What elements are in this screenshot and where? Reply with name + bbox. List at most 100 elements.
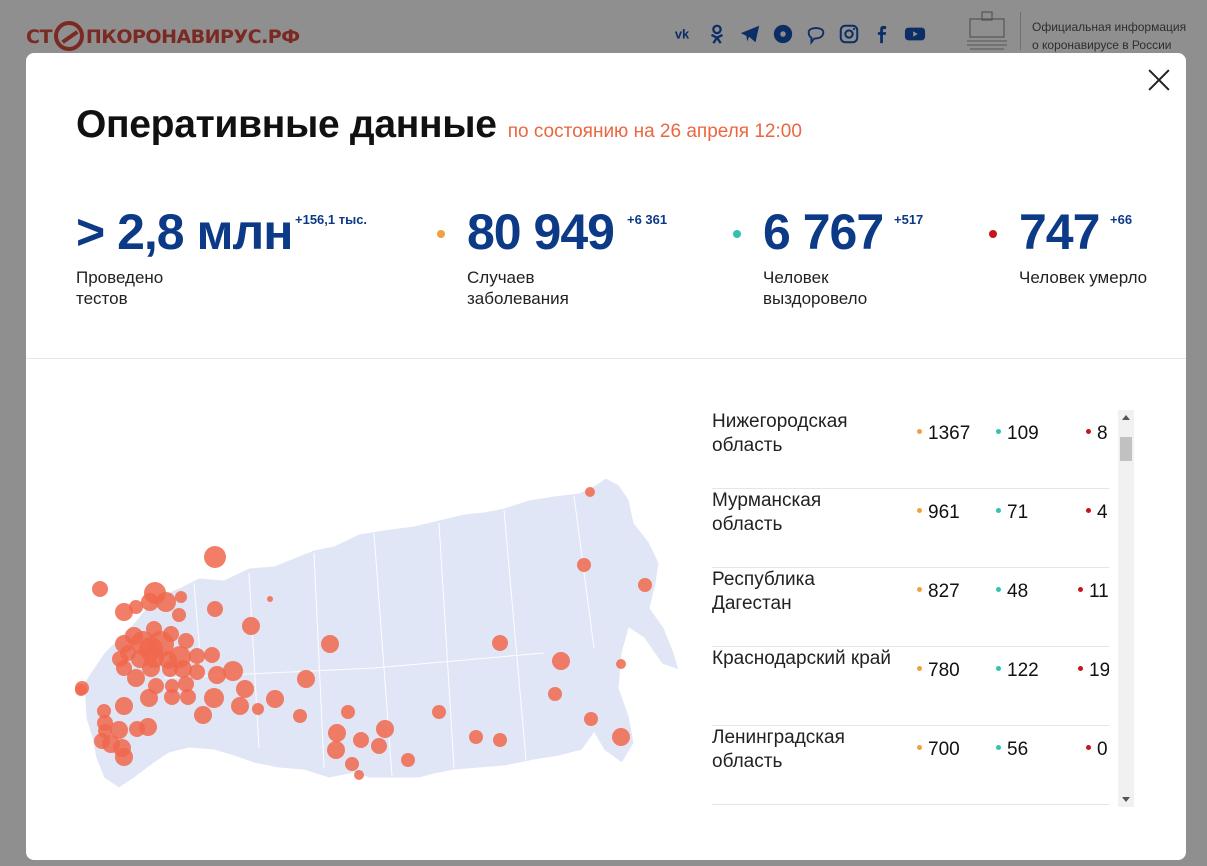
- viber-icon[interactable]: [804, 22, 828, 46]
- case-marker[interactable]: [492, 635, 508, 651]
- case-marker[interactable]: [141, 593, 159, 611]
- case-marker[interactable]: [75, 684, 87, 696]
- stat-deaths: 747 +66 Человек умерло: [989, 203, 1149, 288]
- region-row[interactable]: Республика Дагестан 827 48 11: [712, 568, 1109, 647]
- case-marker[interactable]: [493, 733, 507, 747]
- case-marker[interactable]: [242, 617, 260, 635]
- case-marker[interactable]: [327, 741, 345, 759]
- case-marker[interactable]: [432, 705, 446, 719]
- case-marker[interactable]: [345, 757, 359, 771]
- youtube-icon[interactable]: [903, 22, 927, 46]
- case-marker[interactable]: [110, 721, 128, 739]
- case-marker[interactable]: [180, 689, 196, 705]
- case-marker[interactable]: [204, 546, 226, 568]
- case-marker[interactable]: [585, 487, 595, 497]
- cases-dot-icon: [917, 508, 922, 514]
- logo-text-right: ПКОРОНАВИРУС.РФ: [85, 26, 300, 48]
- case-marker[interactable]: [552, 652, 570, 670]
- case-marker[interactable]: [207, 601, 223, 617]
- case-marker[interactable]: [140, 689, 158, 707]
- facebook-icon[interactable]: [870, 22, 894, 46]
- case-marker[interactable]: [293, 709, 307, 723]
- region-name: Республика Дагестан: [712, 569, 815, 614]
- case-marker[interactable]: [321, 635, 339, 653]
- case-marker[interactable]: [223, 661, 243, 681]
- case-marker[interactable]: [297, 670, 315, 688]
- case-marker[interactable]: [172, 608, 186, 622]
- yandex-zen-icon[interactable]: [771, 22, 795, 46]
- region-recovered-value: 71: [1007, 502, 1029, 523]
- case-marker[interactable]: [115, 748, 133, 766]
- case-marker[interactable]: [612, 728, 630, 746]
- case-marker[interactable]: [204, 647, 220, 663]
- case-marker[interactable]: [127, 669, 145, 687]
- scroll-up-icon[interactable]: [1122, 415, 1130, 420]
- case-marker[interactable]: [267, 596, 273, 602]
- case-marker[interactable]: [401, 753, 415, 767]
- case-marker[interactable]: [142, 659, 160, 677]
- government-emblem-icon[interactable]: [962, 9, 1012, 51]
- case-marker[interactable]: [174, 660, 192, 678]
- case-marker[interactable]: [638, 578, 652, 592]
- regions-table[interactable]: Нижегородская область 1367 109 8 Мурманс…: [712, 410, 1109, 805]
- case-marker[interactable]: [354, 770, 364, 780]
- site-logo[interactable]: СТ ПКОРОНАВИРУС.РФ: [26, 21, 300, 52]
- odnoklassniki-icon[interactable]: [705, 22, 729, 46]
- case-marker[interactable]: [266, 690, 284, 708]
- case-marker[interactable]: [175, 591, 187, 603]
- gov-info-text[interactable]: Официальная информация о коронавирусе в …: [1032, 18, 1186, 54]
- case-markers: [75, 487, 652, 780]
- close-icon[interactable]: [1148, 69, 1170, 91]
- case-marker[interactable]: [577, 558, 591, 572]
- case-marker[interactable]: [97, 704, 111, 718]
- case-marker[interactable]: [353, 732, 369, 748]
- case-marker[interactable]: [92, 581, 108, 597]
- case-marker[interactable]: [116, 660, 132, 676]
- region-row[interactable]: Краснодарский край 780 122 19: [712, 647, 1109, 726]
- case-marker[interactable]: [328, 724, 346, 742]
- case-marker[interactable]: [208, 666, 226, 684]
- case-marker[interactable]: [204, 688, 224, 708]
- scrollbar-thumb[interactable]: [1120, 437, 1132, 461]
- case-marker[interactable]: [231, 697, 249, 715]
- svg-text:vk: vk: [675, 27, 690, 42]
- case-marker[interactable]: [189, 664, 205, 680]
- instagram-icon[interactable]: [837, 22, 861, 46]
- case-marker[interactable]: [178, 633, 194, 649]
- case-marker[interactable]: [115, 603, 133, 621]
- section-divider: [26, 358, 1186, 359]
- russia-cases-map[interactable]: [74, 438, 684, 788]
- stat-recovered-label: Человек выздоровело: [763, 268, 868, 308]
- vk-icon[interactable]: vk: [672, 22, 696, 46]
- case-marker[interactable]: [584, 712, 598, 726]
- case-marker[interactable]: [189, 648, 205, 664]
- case-marker[interactable]: [252, 703, 264, 715]
- regions-scrollbar[interactable]: [1118, 410, 1134, 807]
- case-marker[interactable]: [115, 697, 133, 715]
- case-marker[interactable]: [156, 592, 176, 612]
- header-divider: [1020, 12, 1021, 50]
- region-row[interactable]: Ленинградская область 700 56 0: [712, 726, 1109, 805]
- case-marker[interactable]: [371, 738, 387, 754]
- case-marker[interactable]: [162, 661, 178, 677]
- telegram-icon[interactable]: [738, 22, 762, 46]
- case-marker[interactable]: [164, 689, 180, 705]
- case-marker[interactable]: [236, 680, 254, 698]
- case-marker[interactable]: [469, 730, 483, 744]
- deaths-dot-icon: [989, 230, 997, 238]
- case-marker[interactable]: [376, 720, 394, 738]
- stat-tests-delta: +156,1 тыс.: [295, 212, 368, 227]
- stat-deaths-delta: +66: [1110, 212, 1133, 227]
- scroll-down-icon[interactable]: [1122, 797, 1130, 802]
- case-marker[interactable]: [548, 687, 562, 701]
- case-marker[interactable]: [129, 721, 145, 737]
- case-marker[interactable]: [178, 676, 194, 692]
- case-marker[interactable]: [98, 724, 112, 738]
- region-row[interactable]: Мурманская область 961 71 4: [712, 489, 1109, 568]
- region-row[interactable]: Нижегородская область 1367 109 8: [712, 410, 1109, 489]
- case-marker[interactable]: [194, 706, 212, 724]
- case-marker[interactable]: [165, 679, 179, 693]
- case-marker[interactable]: [616, 659, 626, 669]
- case-marker[interactable]: [341, 705, 355, 719]
- cases-dot-icon: [917, 666, 922, 672]
